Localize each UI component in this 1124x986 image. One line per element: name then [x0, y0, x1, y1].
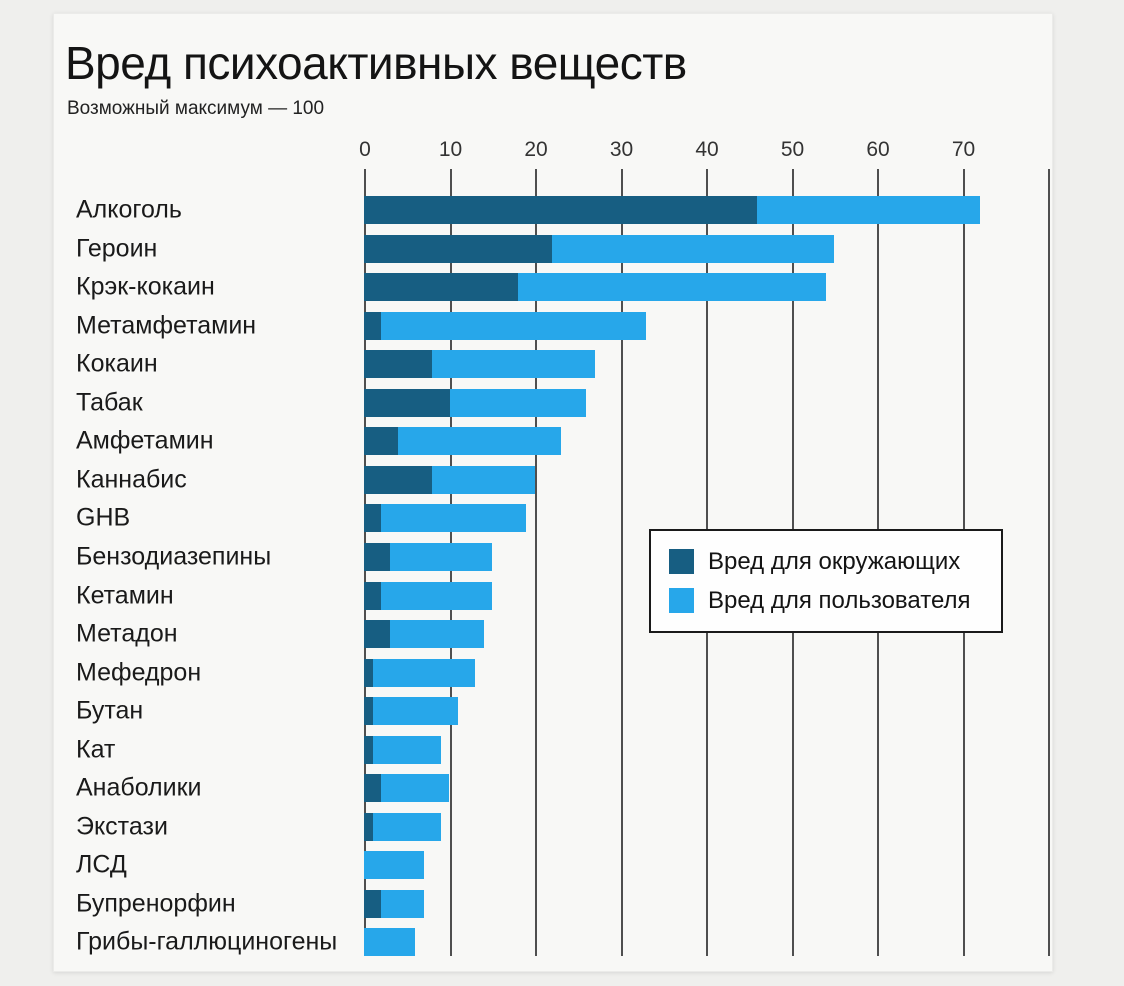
category-label: Кетамин [76, 581, 174, 609]
legend-item-harm-to-user: Вред для пользователя [669, 587, 1001, 615]
category-label: Кат [76, 735, 116, 764]
bar-harm-to-user [517, 273, 826, 302]
category-label: Экстази [76, 812, 168, 841]
bar-harm-to-others [364, 350, 433, 379]
category-label: Бензодиазепины [76, 542, 272, 571]
bar-harm-to-user [372, 658, 476, 687]
bar-harm-to-user [389, 542, 493, 571]
plot-area: 0 10 20 30 40 50 60 70 Алкоголь Героин Крэк-кокаи… [54, 14, 1052, 971]
bar-harm-to-user [372, 812, 441, 841]
chart-subtitle: Возможный максимум — 100 [67, 98, 325, 119]
x-tick-label-70: 70 [951, 138, 976, 161]
legend-label-harm-to-user: Вред для пользователя [708, 586, 971, 614]
category-label: Амфетамин [76, 426, 214, 455]
category-label: Кокаин [76, 349, 158, 378]
bar-harm-to-user [372, 735, 441, 764]
x-tick-label-50: 50 [780, 138, 805, 161]
bar-harm-to-others [364, 273, 518, 302]
bar-harm-to-user [389, 620, 484, 649]
category-label: Бупренорфин [76, 889, 236, 918]
bar-harm-to-others [364, 311, 382, 340]
bar-harm-to-others [364, 812, 373, 841]
bar-harm-to-user [381, 889, 424, 918]
bar-harm-to-user [381, 504, 527, 533]
x-tick-label-0: 0 [359, 138, 371, 161]
bar-harm-to-user [364, 851, 424, 880]
legend-label-harm-to-others: Вред для окружающих [708, 547, 961, 575]
legend-swatch-dark-icon [669, 549, 694, 574]
bar-harm-to-others [364, 774, 382, 803]
x-tick-label-30: 30 [609, 138, 634, 161]
category-label: Метамфетамин [76, 311, 257, 340]
category-label: Бутан [76, 696, 144, 725]
bar-harm-to-others [364, 658, 373, 687]
category-label: Героин [76, 234, 158, 263]
bar-harm-to-user [381, 311, 647, 340]
bar-harm-to-user [372, 697, 459, 726]
bar-harm-to-others [364, 234, 553, 263]
bar-harm-to-user [398, 427, 561, 456]
bar-harm-to-user [757, 196, 980, 224]
bar-harm-to-others [364, 697, 373, 726]
chart-title: Вред психоактивных веществ [65, 37, 687, 89]
bar-harm-to-user [381, 581, 493, 610]
bar-harm-to-others [364, 889, 382, 918]
category-label: GHB [76, 503, 131, 532]
category-label: Каннабис [76, 465, 187, 494]
bar-harm-to-others [364, 581, 382, 610]
x-tick-label-10: 10 [438, 138, 463, 161]
gridline-80 [1048, 169, 1050, 956]
category-label: Мефедрон [76, 658, 202, 687]
category-label: Табак [76, 388, 143, 417]
chart-card: Вред психоактивных веществ Возможный мак… [53, 13, 1053, 972]
category-label: Крэк-кокаин [76, 272, 215, 301]
bar-harm-to-user [381, 774, 450, 803]
category-label: Анаболики [76, 773, 202, 802]
bar-harm-to-others [364, 620, 390, 649]
bar-harm-to-user [432, 350, 595, 379]
gridline-20 [535, 169, 537, 956]
x-tick-label-60: 60 [866, 138, 890, 161]
bar-harm-to-others [364, 427, 399, 456]
bar-harm-to-others [364, 735, 373, 764]
category-label: Метадон [76, 619, 178, 648]
bar-harm-to-others [364, 504, 382, 533]
bar-harm-to-user [449, 388, 587, 417]
category-label: Грибы-галлюциногены [76, 927, 338, 956]
legend: Вред для окружающих Вред для пользовател… [649, 529, 1003, 633]
bar-harm-to-user [552, 234, 835, 263]
bar-harm-to-others [364, 196, 758, 224]
x-tick-label-40: 40 [695, 138, 719, 161]
bar-harm-to-user [364, 928, 416, 957]
gridline-30 [620, 169, 623, 956]
legend-item-harm-to-others: Вред для окружающих [669, 548, 1001, 576]
bar-harm-to-user [432, 465, 535, 494]
legend-swatch-light-icon [669, 588, 694, 613]
bar-harm-to-others [364, 465, 433, 494]
category-label: Алкоголь [76, 195, 182, 224]
category-label: ЛСД [76, 850, 127, 879]
bar-harm-to-others [364, 388, 450, 417]
bar-harm-to-others [364, 542, 390, 571]
x-tick-label-20: 20 [524, 138, 548, 161]
